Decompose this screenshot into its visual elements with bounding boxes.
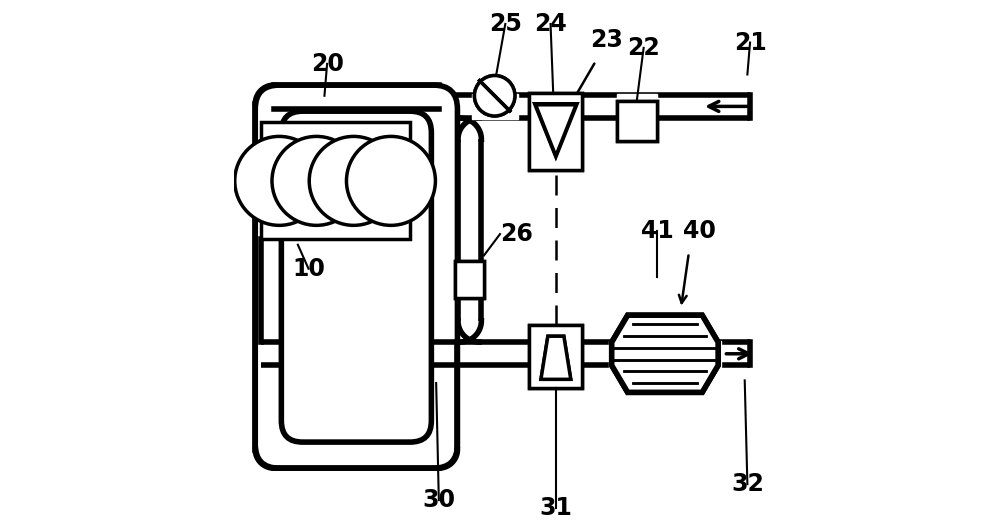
Circle shape [346,136,435,226]
Text: 25: 25 [489,12,522,36]
Bar [529,325,582,388]
Polygon shape [535,104,577,157]
Text: 30: 30 [422,488,455,512]
Polygon shape [609,341,721,367]
Circle shape [235,136,324,226]
Bar [529,93,582,170]
Bar [261,122,410,239]
Text: 41: 41 [641,219,673,244]
Bar [617,101,657,141]
Text: 22: 22 [627,36,660,60]
Text: 26: 26 [500,222,533,246]
Text: 20: 20 [311,52,344,76]
Text: 32: 32 [731,472,764,496]
Bar [529,93,582,170]
Text: 21: 21 [734,30,766,55]
Circle shape [272,136,361,226]
Bar [617,101,657,141]
FancyBboxPatch shape [255,85,457,468]
Polygon shape [617,94,657,119]
Polygon shape [536,105,576,156]
FancyBboxPatch shape [281,111,431,442]
Bar [455,261,484,298]
Bar [455,261,484,298]
Text: 31: 31 [539,496,572,520]
Polygon shape [457,261,482,298]
Polygon shape [472,94,518,119]
Text: 24: 24 [534,12,567,36]
Polygon shape [612,315,718,393]
Polygon shape [541,336,571,379]
Polygon shape [529,341,582,367]
Polygon shape [612,315,718,393]
Polygon shape [541,336,571,379]
Text: 10: 10 [292,256,325,281]
Text: 40: 40 [683,219,716,244]
Circle shape [474,76,515,116]
Circle shape [474,76,515,116]
Polygon shape [529,94,582,119]
Circle shape [309,136,398,226]
Text: 23: 23 [590,28,623,52]
Bar [529,325,582,388]
